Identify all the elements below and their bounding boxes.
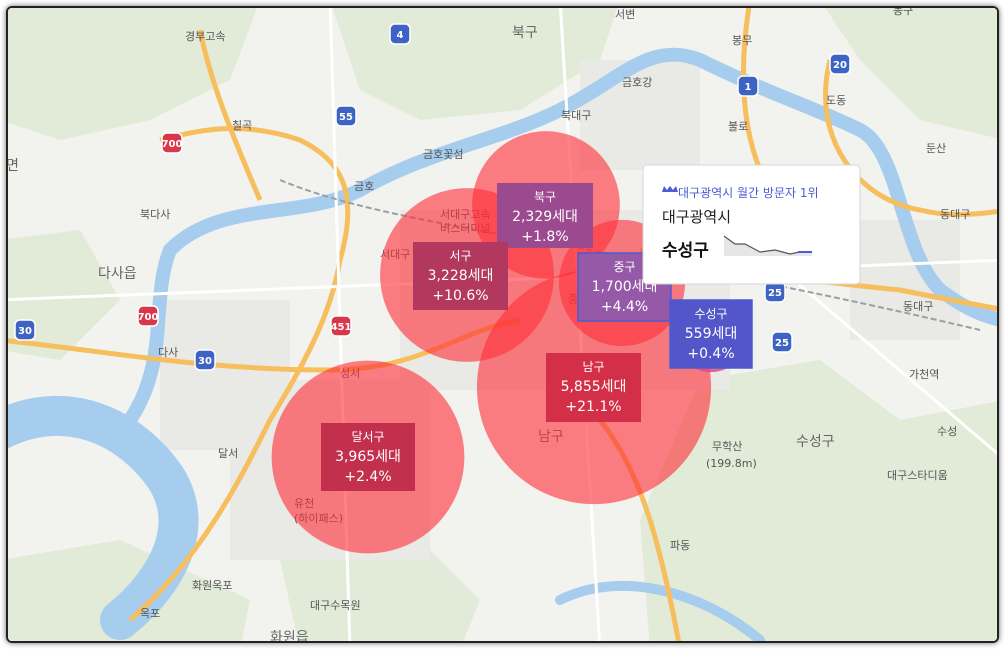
route-number: 30 [18, 326, 32, 337]
place-label: 불로 [728, 120, 748, 133]
route-number: 20 [833, 60, 847, 71]
route-number: 451 [331, 322, 352, 333]
rivers [8, 47, 997, 641]
place-label: 다사읍 [98, 266, 137, 282]
route-number: 55 [339, 112, 353, 123]
place-label: 달서 [218, 447, 238, 460]
tooltip-city: 대구광역시 [662, 208, 731, 226]
district-households: 2,329세대 [512, 209, 578, 225]
place-label: 북구 [512, 25, 538, 41]
district-box [321, 423, 415, 491]
route-shield [194, 349, 216, 371]
place-label: 칠곡 [232, 119, 252, 132]
district-change: +10.6% [432, 288, 488, 304]
route-shield [829, 53, 851, 75]
route-number: 4 [397, 30, 404, 41]
route-shield [737, 75, 759, 97]
district-box [546, 353, 641, 422]
route-number: 1 [745, 82, 752, 93]
place-label: 도동 [826, 94, 846, 107]
district-change: +2.4% [344, 469, 391, 485]
district-change: +0.4% [687, 346, 734, 362]
place-label: 수성 [937, 425, 957, 438]
place-label: 수성구 [796, 434, 835, 450]
district-households: 3,228세대 [428, 268, 494, 284]
place-label: 경부고속 [185, 30, 225, 43]
place-label: 금호강 [622, 76, 652, 89]
route-shield [161, 132, 183, 154]
place-label: 화원옥포 [192, 579, 232, 592]
district-households: 1,700세대 [592, 279, 658, 295]
tooltip: 대구광역시 월간 방문자 1위 대구광역시 수성구 [642, 164, 861, 285]
district-box [669, 299, 753, 369]
district-change: +21.1% [565, 399, 621, 415]
district-households: 3,965세대 [335, 449, 401, 465]
route-shield [771, 331, 793, 353]
district-households: 5,855세대 [561, 379, 627, 395]
route-number: 30 [198, 356, 212, 367]
district-name: 수성구 [694, 307, 727, 321]
place-label: 파동 [670, 539, 690, 552]
place-label: 면 [8, 158, 19, 174]
route-number: 700 [138, 312, 159, 323]
route-shield [330, 315, 352, 337]
place-label: 서변 [615, 8, 635, 21]
place-label: 동대구 [903, 300, 933, 313]
district-name: 달서구 [351, 430, 384, 444]
district-change: +4.4% [601, 299, 648, 315]
place-label: 동대구 [940, 208, 970, 221]
route-shield [389, 23, 411, 45]
district-households: 559세대 [685, 326, 737, 342]
place-label: 북다사 [140, 208, 170, 221]
place-label: 금호꽃섬 [423, 148, 463, 161]
map[interactable]: 북구서변봉무금호강북대구칠곡불로도동둔산금호꽃섬금호북다사다사읍서대구동대구동대… [8, 8, 997, 641]
district-name: 북구 [534, 190, 556, 204]
district-change: +1.8% [521, 229, 568, 245]
place-label: 무학산 [712, 440, 742, 453]
place-label: 옥포 [140, 607, 160, 620]
place-label: 봉무 [732, 34, 752, 47]
route-shield [335, 105, 357, 127]
crown-icon [662, 186, 678, 192]
route-shield [14, 319, 36, 341]
place-label: 금호 [354, 180, 374, 193]
place-label: 다사 [158, 346, 178, 359]
district-name: 남구 [582, 360, 604, 374]
tooltip-badge: 대구광역시 월간 방문자 1위 [678, 186, 819, 200]
green-areas [8, 8, 997, 641]
district-name: 서구 [449, 249, 471, 263]
district-labels: 북구 2,329세대 +1.8% 서구 3,228세대 +10.6% 중구 1,700세대 +4… [321, 183, 753, 491]
map-frame: 북구서변봉무금호강북대구칠곡불로도동둔산금호꽃섬금호북다사다사읍서대구동대구동대… [6, 6, 999, 643]
route-number: 25 [768, 288, 782, 299]
district-name: 중구 [613, 260, 635, 274]
map-labels: 북구서변봉무금호강북대구칠곡불로도동둔산금호꽃섬금호북다사다사읍서대구동대구동대… [8, 8, 970, 641]
tooltip-district: 수성구 [662, 241, 709, 261]
railway [279, 179, 981, 331]
place-label: 가천역 [909, 367, 939, 381]
place-label: 북대구 [561, 109, 591, 122]
place-label: 둔산 [926, 142, 946, 155]
sparkline-area [724, 236, 812, 256]
route-number: 700 [162, 139, 183, 150]
district-box [497, 183, 593, 248]
district-box [413, 242, 508, 310]
place-label: (199.8m) [706, 457, 757, 470]
place-label: 동구 [893, 8, 913, 17]
route-number: 25 [775, 338, 789, 349]
route-shield [137, 305, 159, 327]
place-label: 화원읍 [270, 630, 309, 641]
place-label: 대구스타디움 [887, 469, 948, 482]
place-label: 대구수목원 [310, 599, 361, 612]
